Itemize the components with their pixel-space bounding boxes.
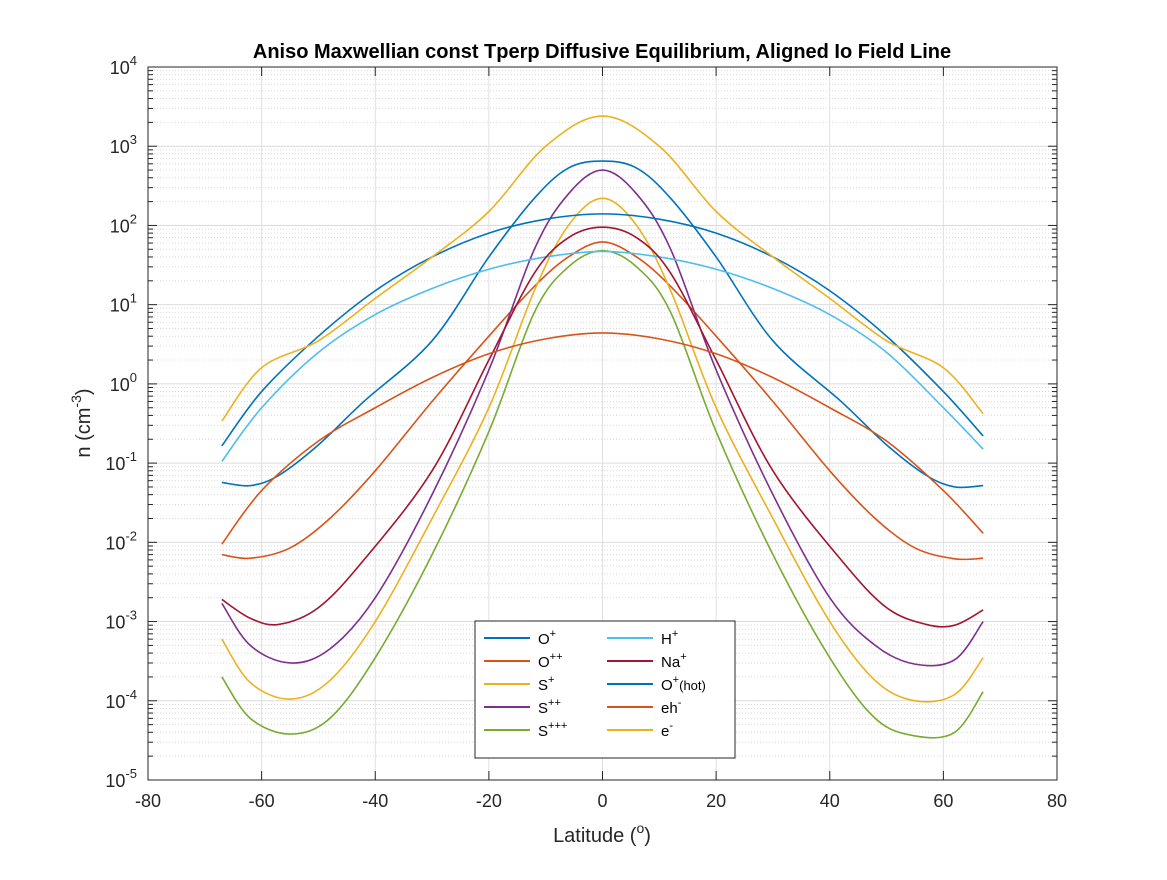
legend-label-naplus: Na+ — [661, 651, 687, 671]
chart-title: Aniso Maxwellian const Tperp Diffusive E… — [253, 41, 951, 63]
series-line-eminus — [221, 115, 984, 422]
legend-label-oplus: O+ — [538, 628, 556, 648]
y-axis-label-sup: -3 — [68, 395, 84, 408]
series-line-naplus — [221, 226, 984, 628]
legend: O+ O++ S+ S++ S+++ H+ Na+ O+(hot) eh-e- — [474, 620, 736, 759]
x-tick-labels: -80 -60 -40 -20 0 20 40 60 80 — [135, 791, 1067, 811]
series-line-hplus — [221, 250, 984, 462]
y-tick-label: 10-4 — [105, 687, 137, 712]
legend-label-oplus-hot-: O+(hot) — [661, 674, 706, 694]
y-tick-labels: 10-5 10-4 10-3 10-2 10-1 100 101 102 103 104 — [105, 53, 137, 791]
x-tick-label: -80 — [135, 791, 161, 811]
legend-label-eminus: e- — [661, 720, 673, 740]
x-tick-label: 60 — [933, 791, 953, 811]
series-line-oplus-hot- — [221, 213, 984, 447]
y-tick-label: 100 — [110, 370, 137, 395]
x-tick-label: 0 — [597, 791, 607, 811]
y-tick-label: 10-5 — [105, 766, 137, 791]
legend-label-splusplus: S++ — [538, 697, 561, 717]
y-tick-label: 101 — [110, 291, 137, 316]
x-tick-label: -40 — [362, 791, 388, 811]
x-tick-label: 20 — [706, 791, 726, 811]
tick-marks — [147, 66, 1058, 781]
x-axis-label-close: ) — [644, 825, 651, 847]
series-line-oplusplus — [221, 241, 984, 561]
y-tick-label: 104 — [110, 53, 137, 78]
legend-label-splusplusplus: S+++ — [538, 720, 567, 740]
legend-label-splus: S+ — [538, 674, 554, 694]
x-axis-label: Latitude (o) — [553, 820, 651, 847]
x-tick-label: -60 — [249, 791, 275, 811]
legend-label-hplus: H+ — [661, 628, 678, 648]
y-axis-label: n (cm-3) — [68, 388, 95, 457]
y-tick-label: 10-3 — [105, 608, 137, 633]
series-line-oplus — [221, 160, 984, 489]
x-axis-label-sup: o — [636, 820, 644, 836]
y-tick-label: 10-2 — [105, 528, 137, 553]
legend-label-oplusplus: O++ — [538, 651, 563, 671]
y-axis-label-text: n (cm — [73, 408, 95, 458]
series-line-splus — [221, 197, 984, 703]
x-tick-label: -20 — [476, 791, 502, 811]
series-line-ehminus — [221, 332, 984, 545]
y-tick-label: 103 — [110, 132, 137, 157]
legend-box — [474, 620, 736, 759]
y-axis-label-close: ) — [73, 388, 95, 395]
legend-label-ehminus: eh- — [661, 697, 682, 717]
y-tick-label: 10-1 — [105, 449, 137, 474]
y-tick-label: 102 — [110, 211, 137, 236]
x-tick-label: 80 — [1047, 791, 1067, 811]
x-tick-label: 40 — [820, 791, 840, 811]
series-line-splusplus — [221, 169, 984, 667]
x-axis-label-text: Latitude ( — [553, 825, 637, 847]
series-layer — [221, 115, 984, 739]
